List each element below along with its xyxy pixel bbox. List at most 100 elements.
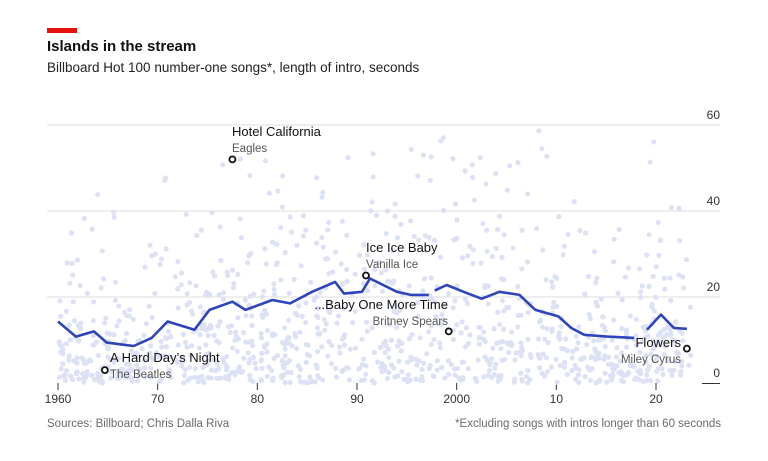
song-dot	[550, 304, 556, 310]
song-dot	[200, 309, 207, 316]
song-dot	[142, 264, 148, 270]
song-dot	[610, 373, 616, 379]
song-dot	[648, 351, 654, 357]
song-dot	[363, 371, 369, 377]
song-dot	[388, 362, 395, 368]
song-dot	[344, 278, 350, 284]
song-dot	[548, 279, 555, 285]
song-dot	[182, 339, 189, 346]
song-dot	[228, 323, 235, 329]
song-dot	[84, 369, 90, 375]
annotation-artist: Miley Cyrus	[621, 354, 681, 366]
song-dot	[167, 354, 173, 360]
annotation-title: Hotel California	[232, 124, 322, 139]
song-dot	[388, 337, 395, 343]
song-dot	[512, 357, 518, 363]
song-dot	[293, 310, 299, 316]
song-dot	[216, 292, 222, 298]
song-dot	[571, 198, 577, 205]
song-dot	[165, 328, 172, 334]
song-dot	[340, 281, 346, 287]
song-dot	[91, 299, 97, 305]
song-dot	[68, 230, 75, 236]
song-dot	[328, 361, 334, 367]
annotation-artist: Vanilla Ice	[366, 259, 418, 271]
song-dot	[550, 284, 556, 290]
song-dot	[184, 302, 190, 308]
song-dot	[271, 355, 277, 361]
song-dot	[553, 356, 559, 363]
song-dot	[364, 328, 370, 334]
song-dot	[88, 358, 94, 364]
song-dot	[462, 296, 468, 303]
song-dot	[193, 283, 199, 289]
song-dot	[282, 346, 288, 352]
song-dot	[644, 367, 651, 373]
song-dot	[148, 374, 154, 380]
song-dot	[417, 335, 423, 341]
song-dot	[76, 338, 82, 344]
song-dot	[341, 305, 347, 312]
song-dot	[81, 376, 87, 382]
song-dot	[573, 365, 579, 371]
song-dot	[123, 330, 130, 337]
song-dot	[333, 365, 339, 372]
song-dot	[103, 315, 109, 321]
song-dot	[203, 342, 209, 348]
song-dot	[398, 348, 404, 354]
song-dot	[476, 341, 482, 347]
song-dot	[197, 331, 203, 338]
song-dot	[605, 361, 612, 367]
song-dot	[586, 312, 592, 318]
song-dot	[561, 243, 568, 249]
song-dot	[320, 244, 326, 250]
song-dot	[62, 377, 68, 383]
song-dot	[105, 354, 111, 360]
song-dot	[594, 275, 600, 281]
song-dot	[445, 358, 452, 364]
song-dot	[325, 307, 331, 314]
song-dot	[619, 325, 625, 332]
song-dot	[282, 379, 288, 386]
song-dot	[392, 213, 398, 219]
song-dot	[596, 350, 602, 356]
song-dot	[209, 210, 215, 216]
song-dot	[582, 373, 588, 380]
song-dot	[484, 248, 490, 254]
song-dot	[99, 248, 105, 254]
song-dot	[519, 345, 525, 351]
song-dot	[359, 361, 365, 368]
song-dot	[163, 246, 169, 252]
song-dot	[574, 346, 580, 352]
song-dot	[430, 373, 436, 379]
song-dot	[495, 378, 501, 384]
song-dot	[172, 273, 178, 280]
song-dot	[190, 311, 196, 317]
song-dot	[220, 162, 226, 168]
song-dot	[563, 336, 569, 342]
song-dot	[428, 275, 434, 281]
song-dot	[262, 344, 268, 350]
song-dot	[134, 378, 141, 384]
song-dot	[386, 355, 392, 361]
song-dot	[266, 190, 272, 196]
song-dot	[654, 354, 661, 360]
song-dot	[278, 224, 284, 231]
song-dot	[291, 276, 297, 282]
song-dot	[598, 296, 604, 302]
song-dot	[661, 352, 667, 358]
song-dot	[464, 300, 471, 307]
song-dot	[356, 252, 363, 258]
song-dot	[484, 357, 491, 363]
song-dot	[426, 365, 432, 372]
song-dot	[384, 278, 391, 284]
annotation-artist: Britney Spears	[373, 316, 449, 328]
song-dot	[661, 275, 667, 281]
song-dot	[58, 342, 65, 348]
song-dot	[241, 329, 247, 336]
song-dot	[653, 294, 659, 300]
song-dot	[382, 267, 389, 273]
song-dot	[142, 358, 148, 364]
song-dot	[556, 214, 562, 220]
x-tick-label: 90	[350, 392, 364, 406]
